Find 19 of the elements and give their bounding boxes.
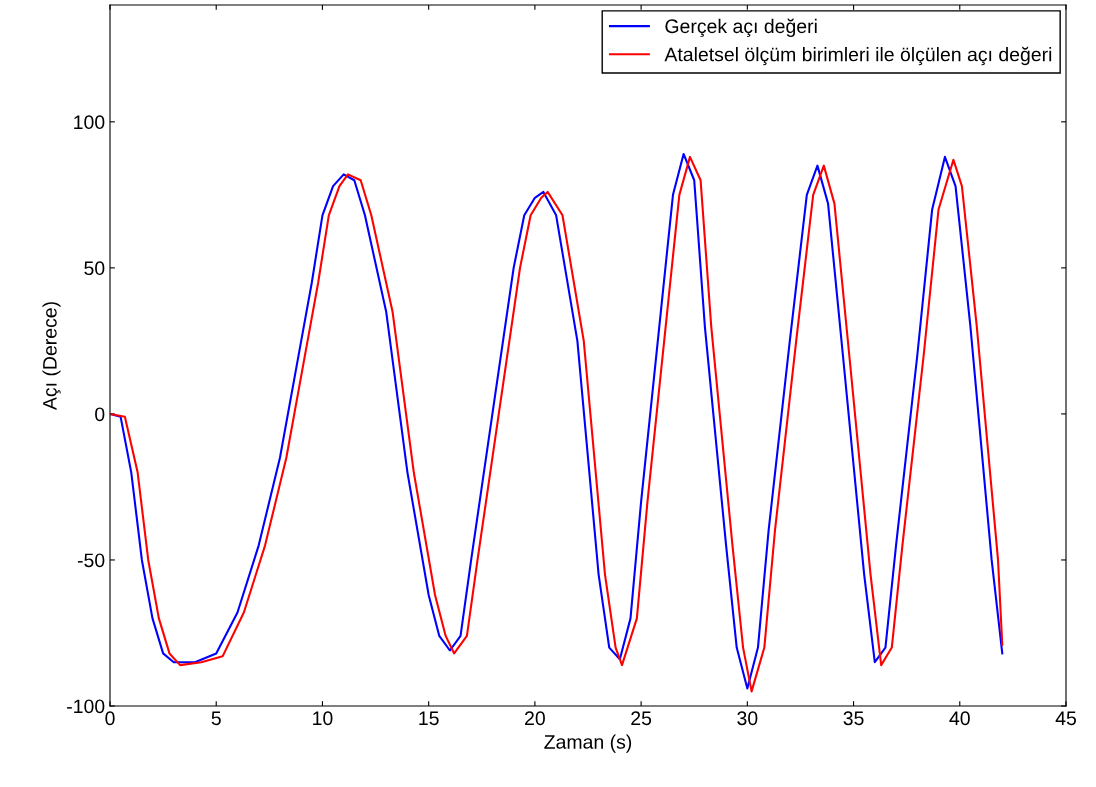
legend-label: Gerçek açı değeri (665, 18, 817, 38)
legend-label: Ataletsel ölçüm birimleri ile ölçülen açı değeri (664, 46, 1052, 66)
x-tick-label: 45 (1055, 711, 1076, 726)
x-tick-label: 25 (631, 711, 652, 726)
y-tick-label: 50 (84, 261, 105, 276)
y-tick-label: 0 (95, 407, 105, 422)
y-tick-label: -100 (67, 699, 105, 714)
y-tick-label: -50 (77, 553, 105, 568)
y-axis-title: Açı (Derece) (42, 302, 61, 411)
x-tick-label: 10 (313, 711, 333, 726)
x-tick-label: 35 (843, 711, 864, 726)
x-tick-label: 40 (949, 711, 970, 726)
x-tick-label: 30 (737, 711, 758, 726)
y-tick-label: 100 (74, 115, 105, 130)
x-tick-label: 0 (105, 711, 115, 726)
x-tick-label: 5 (211, 711, 221, 726)
x-tick-label: 20 (525, 711, 545, 726)
x-tick-label: 15 (419, 711, 439, 726)
x-axis-title: Zaman (s) (544, 734, 632, 753)
